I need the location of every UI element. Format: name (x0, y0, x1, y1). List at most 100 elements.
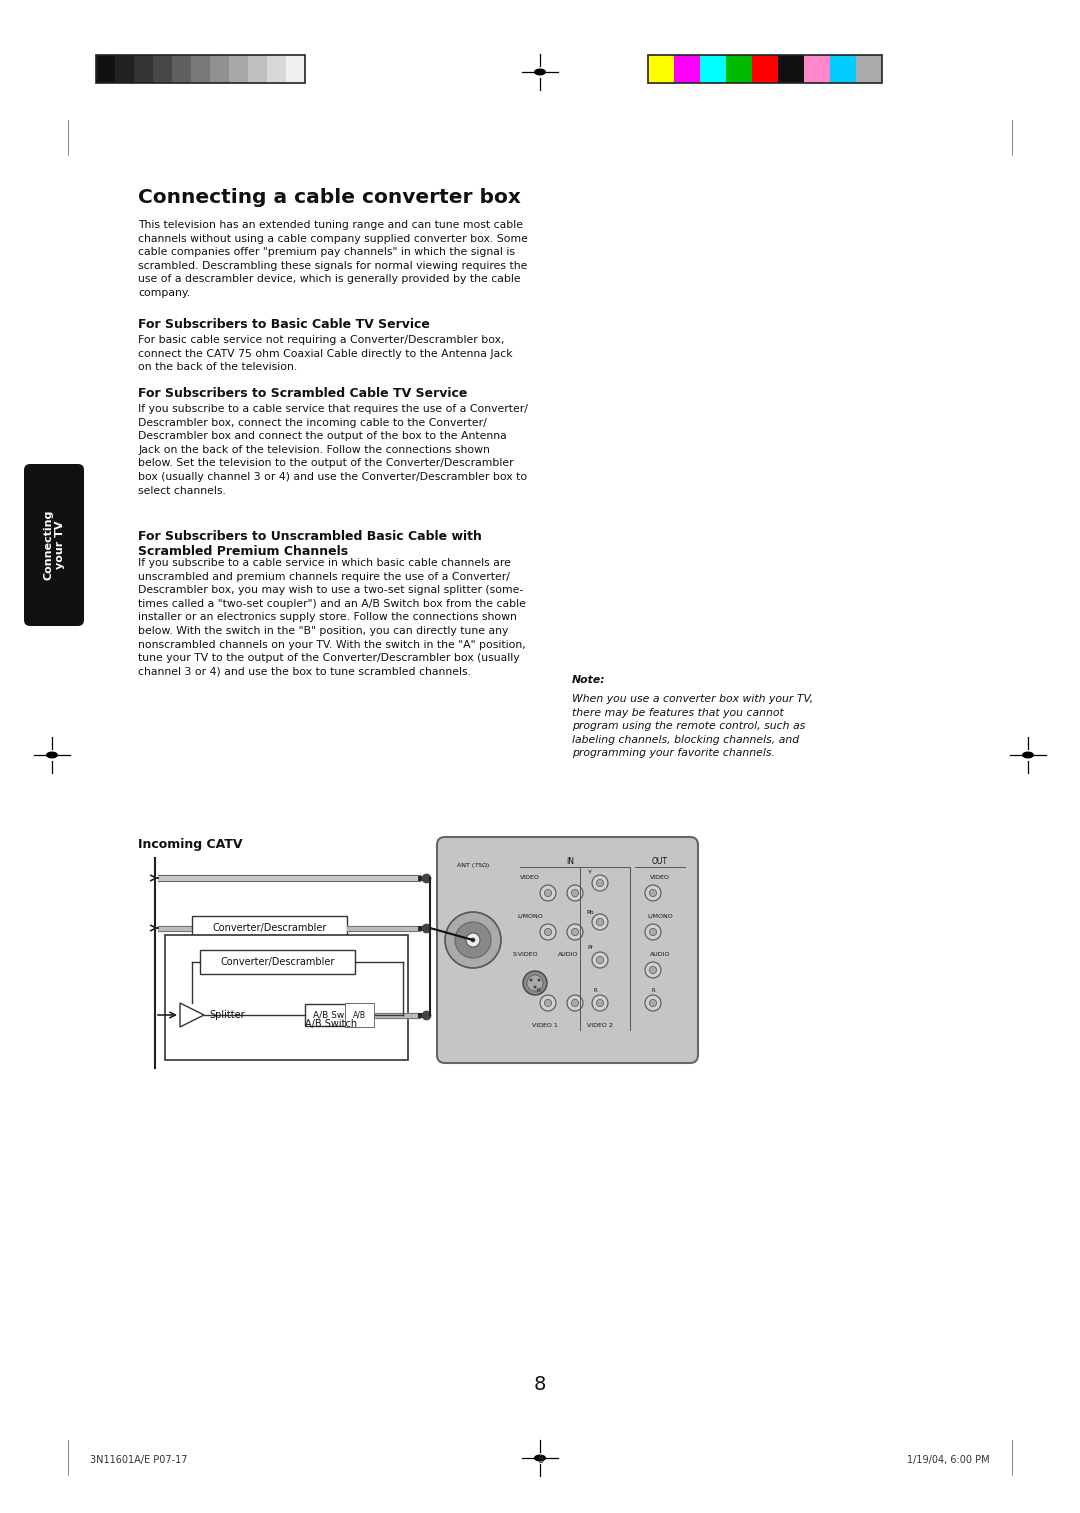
Circle shape (596, 1000, 604, 1006)
Bar (726, 54, 752, 83)
Bar (752, 54, 778, 83)
Circle shape (567, 996, 583, 1011)
Circle shape (540, 885, 556, 902)
Circle shape (592, 996, 608, 1011)
Bar (648, 54, 882, 83)
Bar (165, 935, 408, 1061)
Bar (648, 54, 674, 83)
Text: S-VIDEO: S-VIDEO (512, 952, 538, 958)
Circle shape (527, 974, 543, 991)
Text: If you subscribe to a cable service in which basic cable channels are
unscramble: If you subscribe to a cable service in w… (138, 558, 526, 676)
Text: Y: Y (589, 870, 592, 875)
Text: 1/19/04, 6:00 PM: 1/19/04, 6:00 PM (907, 1456, 990, 1465)
Text: Splitter: Splitter (210, 1011, 245, 1020)
Bar (229, 54, 248, 83)
Text: Incoming CATV: Incoming CATV (138, 838, 243, 850)
Ellipse shape (534, 68, 546, 76)
Text: ANT (75Ω): ANT (75Ω) (457, 862, 489, 868)
Circle shape (471, 938, 475, 943)
Circle shape (465, 934, 480, 947)
Circle shape (592, 875, 608, 891)
Circle shape (592, 952, 608, 968)
Bar (831, 54, 856, 83)
Bar (192, 915, 347, 941)
Bar (700, 54, 726, 83)
Circle shape (571, 890, 579, 897)
Text: VIDEO 1: VIDEO 1 (532, 1023, 558, 1027)
Circle shape (567, 885, 583, 902)
Bar (248, 54, 267, 83)
Bar (778, 54, 804, 83)
Circle shape (645, 924, 661, 940)
Text: Connecting
your TV: Connecting your TV (43, 510, 65, 579)
Circle shape (596, 956, 604, 964)
Ellipse shape (46, 752, 58, 758)
Ellipse shape (1022, 752, 1034, 758)
Circle shape (571, 929, 579, 935)
Text: R: R (593, 988, 597, 993)
Text: IN: IN (566, 856, 573, 865)
Text: 8: 8 (537, 1456, 543, 1465)
Bar (114, 54, 134, 83)
Polygon shape (180, 1003, 204, 1027)
Text: A/B: A/B (353, 1011, 366, 1020)
Text: A/B Switch: A/B Switch (305, 1018, 357, 1029)
Bar (96, 54, 305, 83)
Bar (134, 54, 153, 83)
Bar (267, 54, 286, 83)
Circle shape (544, 1000, 552, 1006)
Text: AUDIO: AUDIO (557, 952, 578, 958)
Bar (96, 54, 114, 83)
Circle shape (544, 890, 552, 897)
Text: VIDEO 2: VIDEO 2 (588, 1023, 613, 1027)
Text: OUT: OUT (652, 856, 669, 865)
Circle shape (649, 1000, 657, 1006)
Text: R: R (536, 988, 540, 993)
Circle shape (649, 929, 657, 935)
Circle shape (645, 996, 661, 1011)
Circle shape (645, 962, 661, 977)
Circle shape (567, 924, 583, 940)
Circle shape (596, 918, 604, 926)
Text: If you subscribe to a cable service that requires the use of a Converter/
Descra: If you subscribe to a cable service that… (138, 404, 528, 496)
Text: Converter/Descrambler: Converter/Descrambler (220, 958, 335, 967)
Bar (674, 54, 700, 83)
Circle shape (523, 971, 546, 996)
Bar (172, 54, 191, 83)
Text: For Subscribers to Unscrambled Basic Cable with
Scrambled Premium Channels: For Subscribers to Unscrambled Basic Cab… (138, 530, 482, 558)
Bar (804, 54, 831, 83)
FancyBboxPatch shape (437, 837, 698, 1064)
Text: For Subscribers to Scrambled Cable TV Service: For Subscribers to Scrambled Cable TV Se… (138, 387, 468, 399)
Bar (856, 54, 882, 83)
Circle shape (540, 924, 556, 940)
Text: Connecting a cable converter box: Connecting a cable converter box (138, 188, 521, 207)
Text: VIDEO: VIDEO (521, 875, 540, 881)
Bar (191, 54, 210, 83)
Circle shape (529, 979, 532, 982)
Text: A/B Switch: A/B Switch (313, 1011, 362, 1020)
Bar (200, 950, 355, 974)
FancyBboxPatch shape (24, 464, 84, 626)
Circle shape (540, 996, 556, 1011)
Ellipse shape (534, 1454, 546, 1462)
Text: R: R (651, 988, 654, 993)
Circle shape (645, 885, 661, 902)
Text: Pb: Pb (586, 909, 594, 915)
Circle shape (649, 890, 657, 897)
Circle shape (649, 967, 657, 973)
Text: Converter/Descrambler: Converter/Descrambler (213, 923, 326, 934)
Text: For Subscribers to Basic Cable TV Service: For Subscribers to Basic Cable TV Servic… (138, 318, 430, 331)
Text: Pr: Pr (586, 946, 593, 950)
Text: Note:: Note: (572, 675, 606, 685)
Circle shape (534, 985, 537, 988)
Bar (153, 54, 172, 83)
Bar (210, 54, 229, 83)
Text: When you use a converter box with your TV,
there may be features that you cannot: When you use a converter box with your T… (572, 694, 813, 758)
Text: For basic cable service not requiring a Converter/Descrambler box,
connect the C: For basic cable service not requiring a … (138, 334, 513, 372)
Circle shape (571, 1000, 579, 1006)
Circle shape (544, 929, 552, 935)
Circle shape (445, 912, 501, 968)
Circle shape (538, 979, 540, 982)
Text: L/MONO: L/MONO (517, 912, 543, 918)
Text: 3N11601A/E P07-17: 3N11601A/E P07-17 (90, 1456, 188, 1465)
